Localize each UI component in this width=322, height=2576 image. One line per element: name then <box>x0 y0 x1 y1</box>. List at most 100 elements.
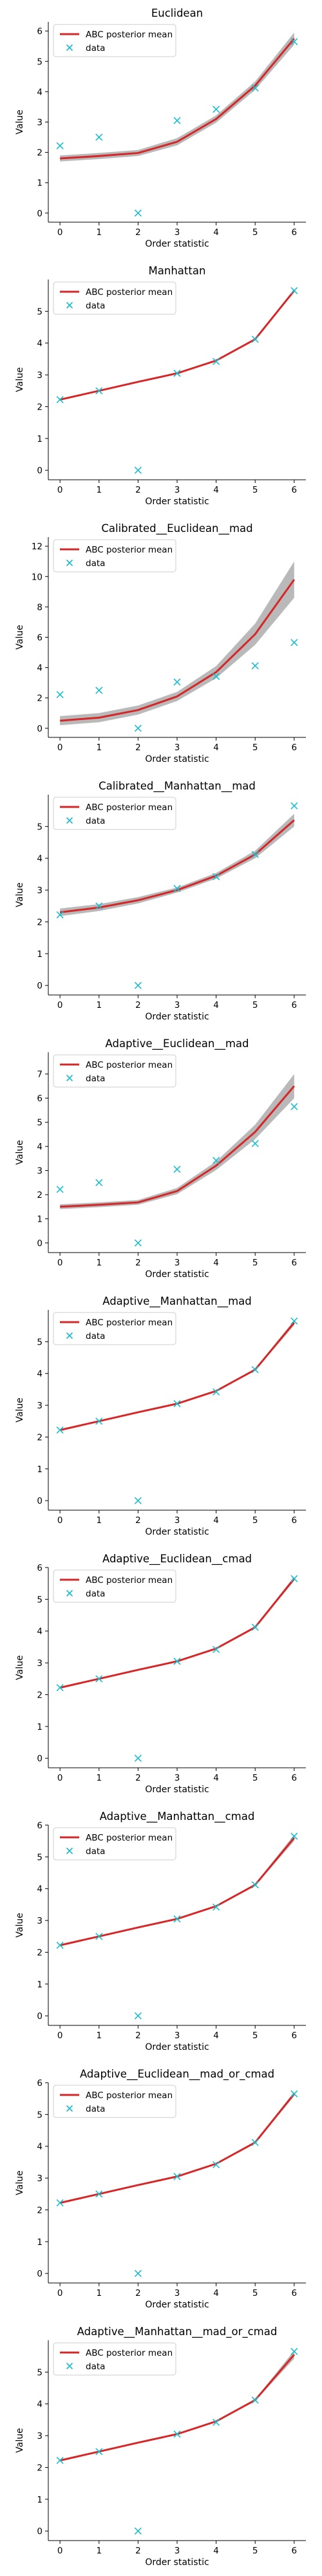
chart-title: Calibrated__Manhattan__mad <box>99 780 256 793</box>
x-tick-label: 5 <box>252 1258 258 1268</box>
x-tick-label: 6 <box>292 1773 298 1783</box>
data-point <box>95 1179 103 1186</box>
x-axis-label: Order statistic <box>145 1527 209 1537</box>
x-tick-label: 1 <box>96 743 102 753</box>
y-tick-label: 6 <box>37 2078 43 2088</box>
y-axis-label: Value <box>15 1140 25 1164</box>
y-tick-label: 3 <box>37 1401 43 1411</box>
data-point <box>173 2430 181 2438</box>
posterior-samples-band <box>60 813 294 916</box>
data-point <box>213 1645 220 1653</box>
legend-data-label: data <box>86 43 105 53</box>
y-tick-label: 5 <box>37 1337 43 1347</box>
y-tick-label: 4 <box>37 854 43 864</box>
legend-data-marker <box>66 44 73 52</box>
legend-mean-label: ABC posterior mean <box>86 2090 173 2101</box>
data-point <box>251 336 259 343</box>
x-tick-label: 0 <box>57 2031 63 2041</box>
y-tick-label: 5 <box>37 307 43 317</box>
chart-panel-4: Adaptive__Euclidean__mad 0 1 2 3 4 5 6 0 1 2 3 4 5 6 7 O… <box>15 1037 306 1280</box>
x-tick-label: 2 <box>135 2546 141 2556</box>
x-tick-label: 6 <box>292 227 298 238</box>
y-tick-label: 6 <box>37 26 43 37</box>
chart-title: Adaptive__Manhattan__mad_or_cmad <box>77 2325 278 2338</box>
x-tick-label: 2 <box>135 1258 141 1268</box>
x-axis-label: Order statistic <box>145 1269 209 1280</box>
x-tick-label: 0 <box>57 2288 63 2298</box>
x-tick-label: 2 <box>135 485 141 495</box>
y-tick-label: 6 <box>37 633 43 643</box>
y-tick-label: 4 <box>37 1142 43 1152</box>
legend-data-marker <box>66 1589 73 1597</box>
y-tick-label: 2 <box>37 1947 43 1958</box>
y-tick-label: 3 <box>37 370 43 381</box>
data-point <box>290 1103 298 1110</box>
data-point <box>173 1658 181 1665</box>
x-tick-label: 6 <box>292 1258 298 1268</box>
x-tick-label: 1 <box>96 1773 102 1783</box>
data-point <box>251 1140 259 1148</box>
data-point <box>134 724 142 732</box>
legend-data-label: data <box>86 301 105 311</box>
data-point <box>290 1832 298 1840</box>
x-tick-label: 1 <box>96 2031 102 2041</box>
y-tick-label: 1 <box>37 1980 43 1990</box>
y-tick-label: 1 <box>37 949 43 960</box>
legend-box <box>53 2085 176 2118</box>
y-tick-label: 3 <box>37 1916 43 1926</box>
y-axis-label: Value <box>15 1397 25 1422</box>
data-point <box>213 672 220 680</box>
y-tick-label: 0 <box>37 1754 43 1764</box>
data-point <box>290 1575 298 1582</box>
legend-data-label: data <box>86 1074 105 1084</box>
x-axis-label: Order statistic <box>145 2300 209 2310</box>
legend-data-label: data <box>86 1331 105 1341</box>
x-tick-label: 3 <box>175 2546 180 2556</box>
x-tick-label: 4 <box>213 2288 219 2298</box>
chart-title: Adaptive__Manhattan__cmad <box>100 1810 255 1823</box>
y-tick-label: 1 <box>37 1722 43 1732</box>
y-tick-label: 1 <box>37 2495 43 2505</box>
y-tick-label: 6 <box>37 1821 43 1831</box>
y-tick-label: 12 <box>32 542 43 552</box>
x-tick-label: 1 <box>96 1515 102 1526</box>
legend-box <box>53 1054 176 1088</box>
data-point <box>173 1915 181 1923</box>
y-tick-label: 7 <box>37 1070 43 1080</box>
y-tick-label: 3 <box>37 2431 43 2441</box>
data-point <box>173 117 181 124</box>
legend-data-label: data <box>86 1846 105 1857</box>
y-tick-label: 5 <box>37 1595 43 1605</box>
y-tick-label: 2 <box>37 402 43 412</box>
legend-box <box>53 797 176 830</box>
data-point <box>56 690 64 699</box>
data-point <box>290 287 298 294</box>
y-tick-label: 1 <box>37 434 43 444</box>
y-tick-label: 3 <box>37 1658 43 1669</box>
legend-mean-label: ABC posterior mean <box>86 802 173 813</box>
data-point <box>251 2139 259 2146</box>
x-tick-label: 2 <box>135 1000 141 1010</box>
x-axis-label: Order statistic <box>145 754 209 764</box>
data-point <box>95 1933 103 1940</box>
legend-mean-label: ABC posterior mean <box>86 2348 173 2358</box>
x-tick-label: 5 <box>252 1773 258 1783</box>
data-point <box>95 2190 103 2198</box>
legend-data-label: data <box>86 816 105 826</box>
y-tick-label: 4 <box>37 339 43 349</box>
data-point <box>95 1675 103 1683</box>
x-axis-label: Order statistic <box>145 239 209 249</box>
x-tick-label: 2 <box>135 2031 141 2041</box>
x-tick-label: 1 <box>96 2546 102 2556</box>
x-tick-label: 6 <box>292 485 298 495</box>
data-point <box>134 2012 142 2020</box>
y-tick-label: 0 <box>37 2269 43 2279</box>
x-tick-label: 3 <box>175 227 180 238</box>
y-tick-label: 1 <box>37 2237 43 2248</box>
chart-panel-8: Adaptive__Euclidean__mad_or_cmad 0 1 2 3 4 5 6 0… <box>15 2068 306 2310</box>
y-tick-label: 3 <box>37 1166 43 1177</box>
posterior-mean-line <box>59 819 295 914</box>
data-point <box>56 142 64 149</box>
data-point <box>95 902 103 910</box>
